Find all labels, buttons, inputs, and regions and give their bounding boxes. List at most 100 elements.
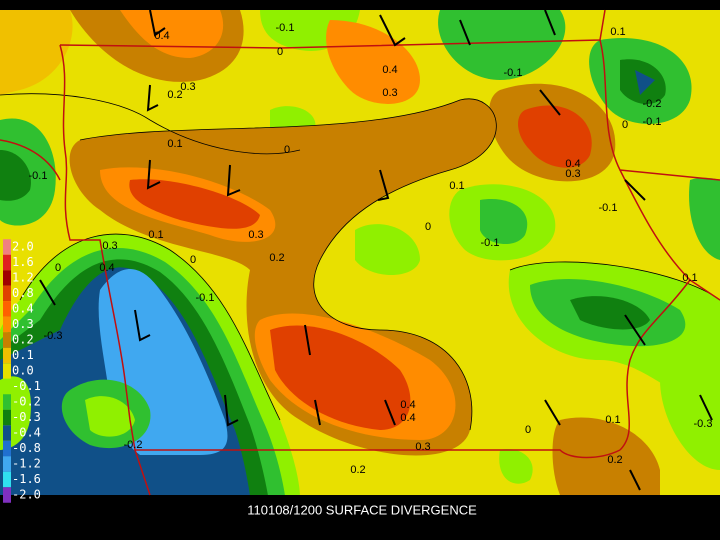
contour-label: 0.4	[154, 30, 169, 42]
contour-label: -0.1	[276, 22, 295, 34]
field-region	[0, 150, 31, 201]
contour-label: 0.1	[449, 180, 464, 192]
contour-line	[79, 98, 497, 431]
contour-label: 0.2	[607, 454, 622, 466]
colorbar-label: 1.2	[12, 271, 34, 285]
field-region	[499, 449, 533, 484]
state-border	[689, 279, 720, 301]
wind-barb	[224, 394, 239, 427]
wind-barb	[544, 9, 556, 36]
wind-barb	[304, 324, 311, 356]
field-region	[326, 20, 420, 104]
wind-barb	[539, 89, 561, 116]
contour-label: 0.2	[269, 252, 284, 264]
colorbar-label: 0.0	[12, 364, 34, 378]
colorbar-swatch	[3, 270, 11, 286]
contour-label: 0	[190, 254, 196, 266]
contour-label: -0.1	[196, 292, 215, 304]
colorbar-swatch	[3, 239, 11, 255]
colorbar-swatch	[3, 332, 11, 348]
contour-label: 0.2	[350, 464, 365, 476]
colorbar-label: -0.2	[12, 395, 41, 409]
contour-label: 0	[622, 119, 628, 131]
contour-label: -0.3	[44, 330, 63, 342]
contour-label: -0.3	[694, 418, 713, 430]
wind-barb	[226, 164, 241, 197]
contour-label: 0.1	[605, 414, 620, 426]
colorbar-swatch	[3, 285, 11, 302]
wind-barb	[459, 19, 471, 46]
colorbar-label: -0.4	[12, 426, 41, 440]
state-border	[619, 169, 691, 451]
state-border	[599, 39, 720, 181]
contour-label: 0.3	[180, 81, 195, 93]
colorbar-label: 0.1	[12, 348, 34, 362]
colorbar-label: -1.6	[12, 472, 41, 486]
colorbar: 2.01.6 1.20.8 0.40.3 0.20.1 0.0-0.1 -0.2-0.3 -…	[3, 239, 41, 503]
contour-label: 0.1	[610, 26, 625, 38]
contour-label: -0.2	[643, 98, 662, 110]
contour-label: 0.4	[565, 158, 580, 170]
state-border	[59, 44, 621, 459]
borders	[0, 9, 720, 496]
colorbar-label: 0.4	[12, 302, 34, 316]
wind-barb	[134, 309, 151, 342]
state-border	[59, 9, 606, 49]
colorbar-label: 1.6	[12, 255, 34, 269]
colorbar-label: 0.2	[12, 333, 34, 347]
contour-line	[509, 261, 720, 301]
contour-label: -0.2	[124, 439, 143, 451]
wind-barb	[384, 399, 396, 426]
colorbar-swatch	[3, 409, 11, 426]
contour-label: 0	[277, 46, 283, 58]
contour-label: 0.2	[167, 89, 182, 101]
contour-label: 0.4	[400, 399, 415, 411]
contour-label: 0.3	[102, 240, 117, 252]
field-region	[689, 177, 720, 260]
colorbar-swatch	[3, 316, 11, 333]
contour-label: 0	[284, 144, 290, 156]
contour-label: 0.1	[682, 272, 697, 284]
wind-barbs	[39, 9, 713, 491]
colorbar-swatch	[3, 394, 11, 410]
field-region	[480, 199, 528, 245]
contour-label: -0.1	[599, 202, 618, 214]
state-border	[134, 449, 151, 496]
contour-label: 0.4	[400, 412, 415, 424]
colorbar-swatch	[3, 301, 11, 317]
contour-label: 0.3	[415, 441, 430, 453]
contour-label: 0	[425, 221, 431, 233]
wind-barb	[377, 169, 390, 201]
field-region	[660, 375, 720, 470]
colorbar-label: -0.8	[12, 441, 41, 455]
contour-label: 0.1	[148, 229, 163, 241]
colorbar-label: -0.3	[12, 410, 41, 424]
wind-barb	[629, 469, 641, 491]
field-region	[270, 325, 411, 430]
wind-barb	[314, 399, 321, 426]
contour-label: 0.3	[248, 229, 263, 241]
field-region	[129, 179, 260, 229]
field-region	[438, 10, 566, 80]
colorbar-swatch	[3, 347, 11, 364]
field-region	[635, 70, 655, 95]
field-region	[518, 105, 592, 168]
contour-label: 0	[55, 262, 61, 274]
colorbar-label: -0.1	[12, 379, 41, 393]
colorbar-swatch	[3, 378, 11, 395]
wind-barb	[149, 9, 166, 37]
contour-label: 0	[525, 424, 531, 436]
colorbar-label: 0.8	[12, 286, 34, 300]
colorbar-swatch	[3, 471, 11, 488]
state-border	[0, 139, 61, 181]
colorbar-swatch	[3, 363, 11, 379]
colorbar-label: -2.0	[12, 488, 41, 502]
colorbar-swatch	[3, 440, 11, 457]
wind-barb	[624, 179, 646, 201]
contour-label: -0.1	[481, 237, 500, 249]
colorbar-swatch	[3, 254, 11, 271]
contours	[0, 93, 720, 431]
colorbar-swatch	[3, 487, 11, 503]
contour-labels: 0.4-0.100.10.20.30.40.3-0.1-0.2-0.100.1 0…	[29, 22, 713, 476]
